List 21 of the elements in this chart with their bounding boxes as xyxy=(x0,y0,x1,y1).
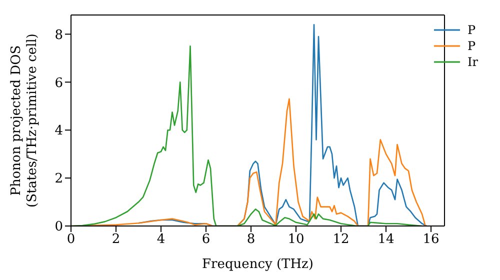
x-tick-label: 0 xyxy=(66,232,76,248)
x-tick-label: 2 xyxy=(112,232,120,248)
y-tick-label: 4 xyxy=(54,124,63,139)
x-axis-title: Frequency (THz) xyxy=(202,257,314,272)
x-tick-label: 10 xyxy=(288,232,304,248)
legend-label: Ir xyxy=(468,54,478,70)
y-tick-label: 2 xyxy=(54,172,63,187)
x-tick-label: 6 xyxy=(202,232,210,248)
x-tick-label: 14 xyxy=(378,232,394,248)
line-series xyxy=(138,24,428,226)
legend-label: P xyxy=(468,38,476,54)
y-tick-label: 8 xyxy=(54,28,63,43)
y-tick-label: 0 xyxy=(54,220,63,235)
x-tick-label: 16 xyxy=(422,232,440,248)
x-tick-label: 12 xyxy=(332,232,350,248)
y-tick-label: 6 xyxy=(54,76,63,91)
y-axis-title: Phonon projected DOS (States/THz·primitive cell) xyxy=(9,33,40,208)
x-tick-label: 8 xyxy=(246,232,256,248)
x-tick-label: 4 xyxy=(156,232,166,248)
legend-label: P xyxy=(468,22,476,38)
line-series xyxy=(71,46,423,226)
